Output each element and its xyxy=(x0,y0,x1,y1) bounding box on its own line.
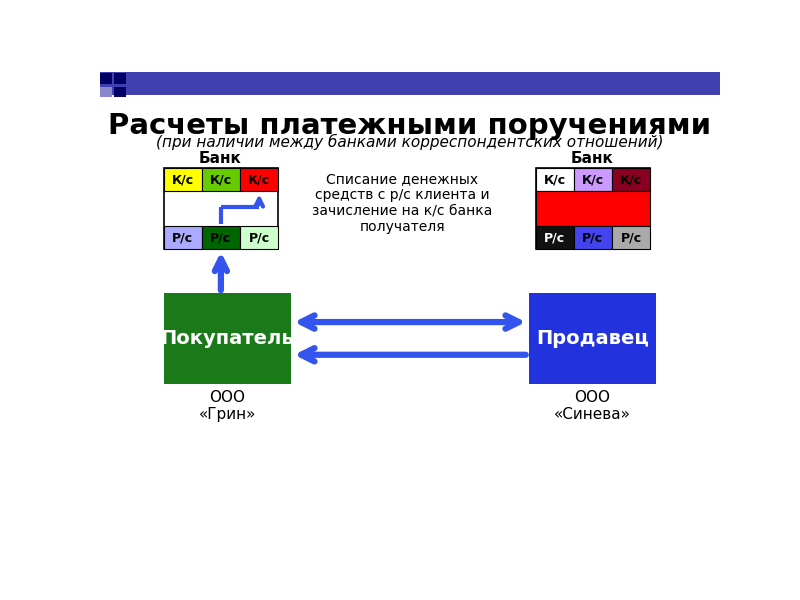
Bar xyxy=(240,168,278,191)
Bar xyxy=(612,168,650,191)
Bar xyxy=(114,86,126,97)
Bar xyxy=(535,191,650,226)
Bar xyxy=(574,226,612,249)
Bar xyxy=(574,168,612,191)
Text: К/с: К/с xyxy=(248,173,270,186)
Bar xyxy=(100,73,112,83)
Text: Списание денежных
средств с р/с клиента и
зачисление на к/с банка
получателя: Списание денежных средств с р/с клиента … xyxy=(312,172,493,234)
Text: ООО
«Грин»: ООО «Грин» xyxy=(199,390,256,422)
Bar xyxy=(202,226,240,249)
Bar xyxy=(163,226,202,249)
Text: К/с: К/с xyxy=(172,173,194,186)
Text: Банк
«Белый»: Банк «Белый» xyxy=(182,151,258,183)
Bar xyxy=(114,73,126,83)
Bar xyxy=(163,168,278,249)
Text: К/с: К/с xyxy=(620,173,642,186)
Text: Р/с: Р/с xyxy=(249,231,270,244)
Text: К/с: К/с xyxy=(210,173,232,186)
Bar xyxy=(202,168,240,191)
Text: К/с: К/с xyxy=(544,173,566,186)
Text: Р/с: Р/с xyxy=(544,231,566,244)
Text: (при наличии между банками корреспондентских отношений): (при наличии между банками корреспондент… xyxy=(156,134,664,150)
Bar xyxy=(529,293,657,384)
Text: Банк
«Красный»: Банк «Красный» xyxy=(543,151,641,184)
Text: Р/с: Р/с xyxy=(582,231,603,244)
Text: ООО
«Синева»: ООО «Синева» xyxy=(554,390,631,422)
Bar xyxy=(535,226,574,249)
Text: Продавец: Продавец xyxy=(536,329,649,348)
Bar xyxy=(100,86,112,97)
Bar xyxy=(535,168,650,249)
Bar xyxy=(612,226,650,249)
Text: Р/с: Р/с xyxy=(210,231,231,244)
Text: К/с: К/с xyxy=(582,173,604,186)
Bar xyxy=(535,168,574,191)
Text: Расчеты платежными поручениями: Расчеты платежными поручениями xyxy=(109,112,711,140)
Text: Покупатель: Покупатель xyxy=(161,329,294,348)
Bar xyxy=(163,293,291,384)
Text: Р/с: Р/с xyxy=(172,231,194,244)
Bar xyxy=(163,168,202,191)
Text: Р/с: Р/с xyxy=(621,231,642,244)
Bar xyxy=(240,226,278,249)
Bar xyxy=(100,72,720,95)
